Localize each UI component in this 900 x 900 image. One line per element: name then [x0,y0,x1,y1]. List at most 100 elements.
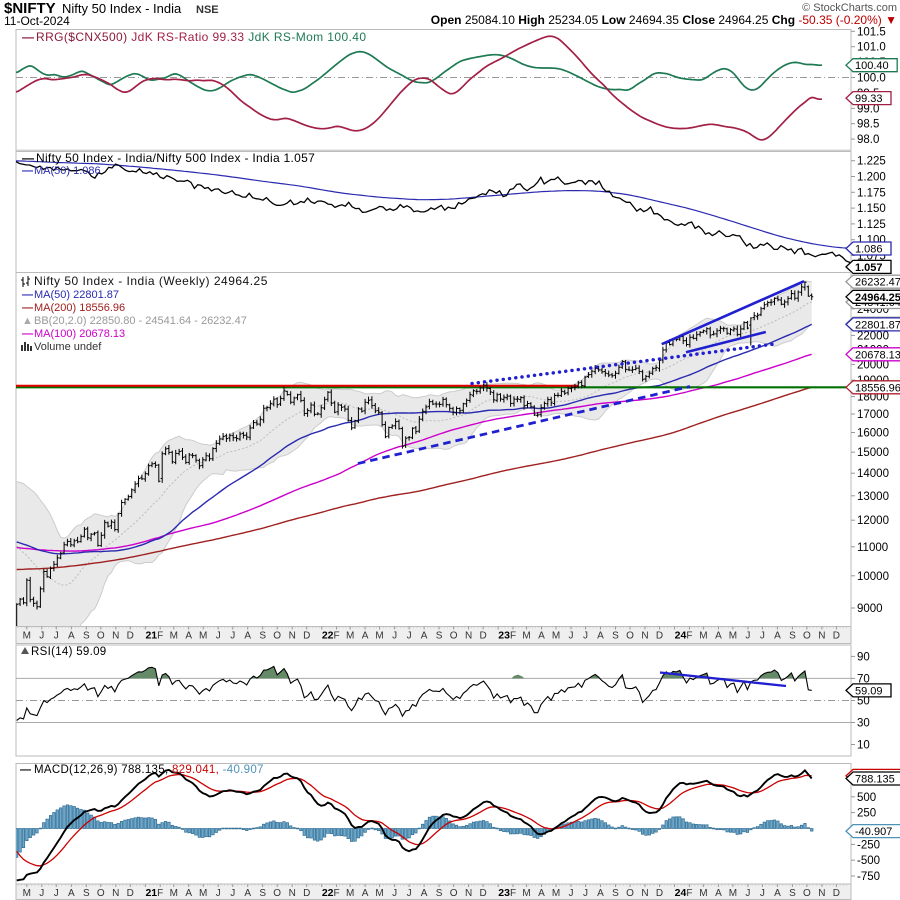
svg-text:A: A [597,631,604,642]
svg-text:1.057: 1.057 [855,262,883,274]
svg-text:—: — [22,289,33,301]
svg-text:S: S [789,888,796,899]
svg-text:MA(200) 18556.96: MA(200) 18556.96 [34,302,125,314]
svg-text:A: A [68,888,75,899]
svg-text:1.086: 1.086 [855,244,883,256]
svg-text:M: M [346,631,354,642]
svg-text:9000: 9000 [857,603,883,615]
svg-text:A: A [538,888,545,899]
svg-text:20678.13: 20678.13 [855,349,900,361]
svg-text:M: M [729,888,737,899]
svg-text:30: 30 [857,718,870,730]
svg-text:23: 23 [498,630,510,642]
svg-text:A: A [774,888,781,899]
svg-text:99.33: 99.33 [855,93,883,105]
svg-text:M: M [346,888,354,899]
svg-text:12000: 12000 [857,515,889,527]
svg-text:90: 90 [857,651,870,663]
svg-text:20000: 20000 [857,359,889,371]
svg-text:J: J [230,631,235,642]
svg-text:J: J [39,888,44,899]
svg-text:F: F [686,888,692,899]
svg-text:S: S [436,631,443,642]
svg-text:J: J [760,631,765,642]
svg-text:A: A [68,631,75,642]
svg-text:J: J [569,888,574,899]
svg-text:26232.47: 26232.47 [855,277,900,289]
svg-text:© StockCharts.com: © StockCharts.com [802,2,897,14]
svg-text:-500: -500 [857,855,880,867]
svg-text:NSE: NSE [196,4,219,16]
svg-text:J: J [392,631,397,642]
svg-text:J: J [407,631,412,642]
svg-text:$NIFTY: $NIFTY [4,0,56,17]
svg-text:J: J [54,631,59,642]
svg-text:N: N [641,888,648,899]
svg-text:D: D [656,888,663,899]
svg-text:A: A [715,631,722,642]
svg-text:N: N [112,631,119,642]
svg-text:M: M [199,888,207,899]
svg-text:J: J [583,631,588,642]
svg-text:D: D [833,888,840,899]
svg-text:D: D [479,888,486,899]
svg-text:-750: -750 [857,871,880,883]
svg-text:A: A [362,888,369,899]
svg-text:1.175: 1.175 [857,187,886,199]
svg-text:101.5: 101.5 [857,26,886,38]
svg-text:J: J [407,888,412,899]
svg-text:D: D [127,631,134,642]
svg-text:24: 24 [675,630,687,642]
svg-text:99.0: 99.0 [857,103,879,115]
svg-text:S: S [436,888,443,899]
svg-text:Volume undef: Volume undef [34,341,102,353]
svg-text:22801.87: 22801.87 [855,319,900,331]
svg-text:S: S [83,631,90,642]
svg-text:F: F [510,888,516,899]
svg-text:22000: 22000 [857,330,889,342]
svg-text:15000: 15000 [857,447,889,459]
svg-text:—: — [20,764,31,776]
svg-text:22: 22 [322,887,334,899]
svg-text:A: A [538,631,545,642]
svg-text:18556.96: 18556.96 [855,382,900,394]
svg-text:F: F [334,631,340,642]
svg-text:S: S [259,631,266,642]
svg-text:O: O [450,631,458,642]
svg-text:24964.25: 24964.25 [855,292,900,304]
svg-text:J: J [54,888,59,899]
svg-text:50: 50 [857,696,870,708]
svg-text:100.40: 100.40 [855,60,889,72]
svg-text:D: D [656,631,663,642]
svg-text:A: A [597,888,604,899]
svg-text:M: M [170,888,178,899]
svg-text:—: — [22,165,33,177]
svg-text:N: N [818,631,825,642]
svg-text:M: M [199,631,207,642]
svg-text:70: 70 [857,673,870,685]
svg-text:101.0: 101.0 [857,42,886,54]
svg-text:S: S [612,888,619,899]
svg-text:M: M [522,888,530,899]
svg-text:D: D [127,888,134,899]
svg-text:A: A [421,888,428,899]
svg-text:O: O [450,888,458,899]
svg-text:D: D [303,888,310,899]
svg-text:21: 21 [145,630,157,642]
svg-text:—: — [22,328,33,340]
svg-text:17000: 17000 [857,409,889,421]
svg-text:1.150: 1.150 [857,203,886,215]
svg-text:-250: -250 [857,839,880,851]
svg-text:F: F [510,631,516,642]
svg-text:M: M [375,888,383,899]
svg-text:M: M [522,631,530,642]
svg-text:F: F [334,888,340,899]
svg-text:98.0: 98.0 [857,134,879,146]
svg-text:MA(100) 20678.13: MA(100) 20678.13 [34,328,125,340]
svg-text:14000: 14000 [857,468,889,480]
svg-text:MA(50) 22801.87: MA(50) 22801.87 [34,289,119,301]
svg-text:11-Oct-2024: 11-Oct-2024 [4,14,70,28]
svg-text:D: D [479,631,486,642]
svg-text:O: O [803,888,811,899]
svg-text:—: — [22,151,34,165]
